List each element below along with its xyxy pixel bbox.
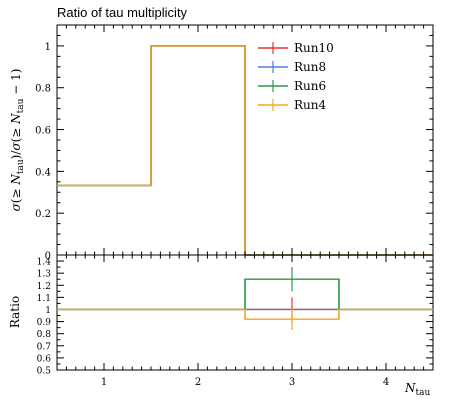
ratio-y-axis: 0.5 0.6 0.7 0.8 0.9 1 1.1 1.2 1.3 1.4 [37,258,433,377]
x-tick-label: 3 [289,377,295,388]
legend-label-run8: Run8 [294,60,326,74]
chart-title: Ratio of tau multiplicity [57,5,188,20]
ratio-y-tick-label: 0.5 [37,367,52,377]
main-y-tick-label: 0.6 [35,126,51,137]
legend-label-run10: Run10 [294,41,334,55]
legend: Run10 Run8 Run6 Run4 [258,41,334,112]
ratio-axis-label-text: Ratio [8,296,22,328]
ratio-y-tick-label: 1 [45,306,51,316]
y-axis-label: σ(≥ Ntau)/σ(≥ Ntau − 1) [9,69,26,212]
ratio-plot-panel: 0.5 0.6 0.7 0.8 0.9 1 1.1 1.2 1.3 1.4 1 2 3 4 [37,25,434,388]
main-y-axis: 0 0.2 0.4 0.6 0.8 1 [35,24,433,262]
x-axis-label: Ntau [404,381,430,398]
y-axis-label-text: σ(≥ Ntau)/σ(≥ Ntau − 1) [9,69,26,212]
ratio-y-tick-label: 0.6 [37,354,52,364]
x-tick-label: 2 [195,377,201,388]
x-axis-label-sub: tau [416,388,431,398]
main-y-tick-label: 1 [45,42,51,53]
ratio-y-tick-label: 1.4 [37,258,52,268]
legend-label-run4: Run4 [294,98,326,112]
x-axis-label-main: N [404,381,416,395]
x-tick-label: 1 [101,377,107,388]
ratio-y-tick-label: 1.3 [37,270,52,280]
x-tick-label: 4 [383,377,389,388]
main-y-tick-label: 0.4 [35,167,51,178]
series-line-run4 [57,45,433,256]
ratio-y-tick-label: 0.8 [37,330,52,340]
ratio-y-tick-label: 0.9 [37,318,52,328]
main-y-tick-label: 0.2 [35,209,51,220]
main-y-tick-label: 0.8 [35,84,51,95]
ratio-series-lines [57,267,433,331]
main-plot-panel: 0 0.2 0.4 0.6 0.8 1 Run10 Run8 Run6 Run4 [35,24,434,262]
main-y-tick-label: 0 [45,251,51,262]
main-series-lines [57,45,433,256]
legend-label-run6: Run6 [294,79,326,93]
ratio-axis-label: Ratio [8,296,22,328]
ratio-y-tick-label: 0.7 [37,342,52,352]
x-axis: 1 2 3 4 [65,25,425,388]
ratio-y-tick-label: 1.2 [37,282,51,292]
ratio-y-tick-label: 1.1 [37,294,51,304]
